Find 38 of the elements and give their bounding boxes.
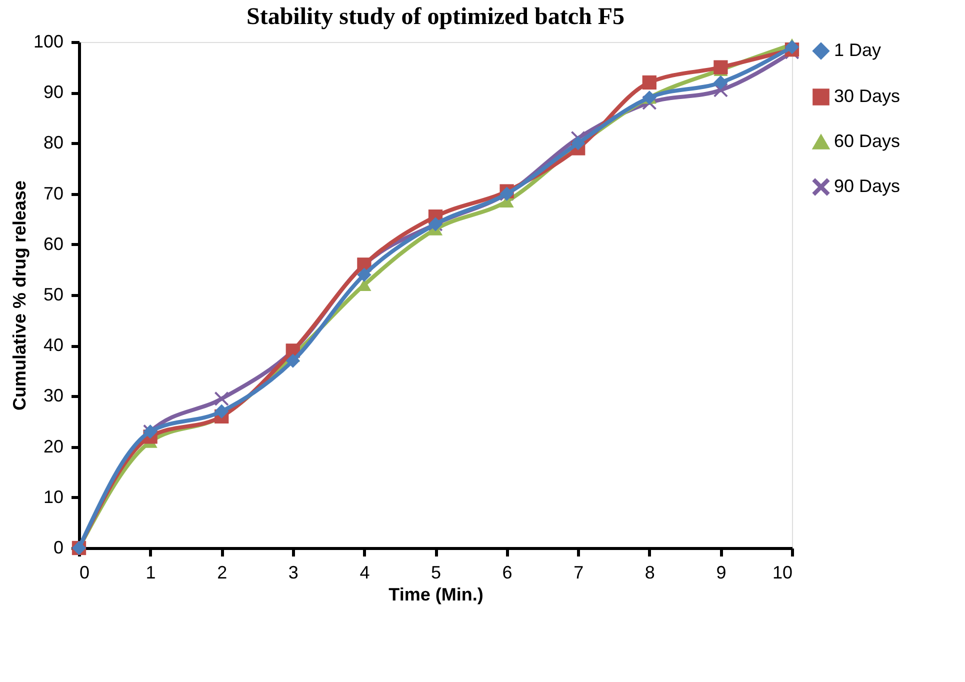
x-tick-label: 3 xyxy=(288,562,298,582)
point xyxy=(642,75,656,90)
x-tick-label: 5 xyxy=(430,562,442,582)
y-tick-label: 10 xyxy=(43,486,64,507)
x-axis-title: Time (Min.) xyxy=(388,584,484,604)
x-tick-label: 4 xyxy=(360,562,370,582)
y-tick-label: 40 xyxy=(43,335,64,356)
y-tick-label: 100 xyxy=(33,32,64,52)
y-tick-label: 90 xyxy=(43,82,64,102)
legend-label: 90 Days xyxy=(834,176,900,196)
point xyxy=(714,60,728,74)
point xyxy=(214,392,229,406)
x-tick-label: 7 xyxy=(574,562,584,582)
y-tick-label: 70 xyxy=(43,183,64,204)
legend-label: 60 Days xyxy=(834,131,900,151)
y-tick-label: 30 xyxy=(43,386,64,406)
y-axis-title: Cumulative % drug release xyxy=(9,180,30,411)
point xyxy=(357,268,372,282)
x-tick-label: 10 xyxy=(772,562,792,582)
x-tick-label: 8 xyxy=(644,562,655,582)
x-tick-label: 2 xyxy=(217,562,228,582)
legend-label: 1 Day xyxy=(834,40,882,60)
x-tick-label: 0 xyxy=(80,562,90,582)
point xyxy=(286,354,300,368)
x-tick-label: 9 xyxy=(716,562,726,582)
point xyxy=(571,136,586,150)
chart-title: Stability study of optimized batch F5 xyxy=(246,4,625,30)
point xyxy=(784,40,800,54)
y-tick-label: 80 xyxy=(43,132,64,153)
x-tick-label: 6 xyxy=(502,562,512,582)
x-tick-label: 1 xyxy=(146,562,156,582)
y-tick-label: 50 xyxy=(43,284,64,304)
point xyxy=(214,404,229,418)
y-tick-label: 0 xyxy=(53,538,64,558)
y-tick-label: 60 xyxy=(43,234,64,254)
legend-label: 30 Days xyxy=(834,86,900,106)
y-tick-label: 20 xyxy=(43,436,64,456)
point xyxy=(714,75,728,90)
